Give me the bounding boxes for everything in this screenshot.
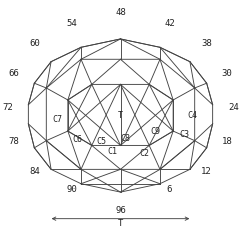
Text: 12: 12 [201,167,212,176]
Text: T: T [118,219,123,228]
Text: 18: 18 [222,137,232,146]
Text: C8: C8 [120,134,130,143]
Text: C2: C2 [140,148,149,158]
Text: 96: 96 [115,206,126,215]
Text: C3: C3 [180,130,190,139]
Text: 72: 72 [2,103,13,112]
Text: 60: 60 [29,39,40,48]
Text: 84: 84 [29,167,40,176]
Text: 24: 24 [228,103,239,112]
Text: 42: 42 [164,19,175,28]
Text: 66: 66 [9,69,19,78]
Text: C1: C1 [107,147,117,156]
Text: 6: 6 [167,185,172,194]
Text: C4: C4 [187,111,197,120]
Text: 54: 54 [66,19,77,28]
Text: C9: C9 [150,127,160,136]
Text: 90: 90 [66,185,77,194]
Text: 48: 48 [115,8,126,17]
Text: 30: 30 [222,69,232,78]
Text: 78: 78 [9,137,19,146]
Text: C7: C7 [53,115,63,124]
Text: T: T [118,111,123,120]
Text: 38: 38 [201,39,212,48]
Text: C5: C5 [96,137,106,146]
Text: C6: C6 [72,135,82,144]
